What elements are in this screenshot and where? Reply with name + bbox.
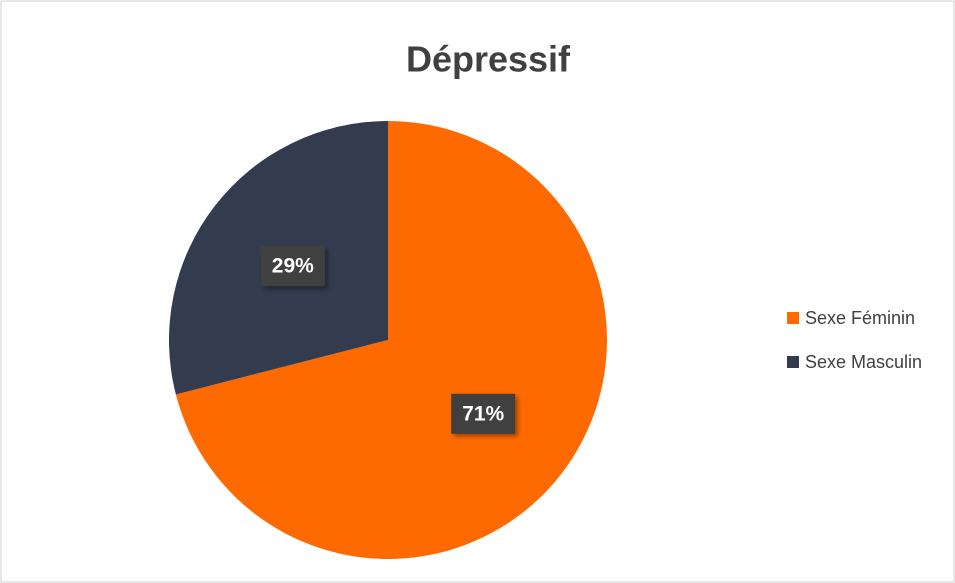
label-box <box>451 393 516 434</box>
data-label: 29% <box>272 255 314 278</box>
data-label: 71% <box>462 402 504 425</box>
chart-title: Dépressif <box>406 39 571 80</box>
legend-label: Sexe Féminin <box>805 308 915 328</box>
pie-slice <box>175 121 607 559</box>
legend-swatch <box>787 356 799 368</box>
legend-label: Sexe Masculin <box>805 352 922 372</box>
legend-swatch <box>787 312 799 324</box>
label-box <box>260 246 325 287</box>
